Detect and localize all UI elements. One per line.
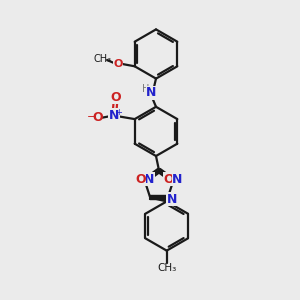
- Text: CH₃: CH₃: [157, 263, 176, 273]
- Text: N: N: [146, 86, 157, 100]
- Text: O: O: [135, 173, 146, 186]
- Text: −: −: [87, 112, 97, 122]
- Text: O: O: [93, 111, 104, 124]
- Text: N: N: [172, 173, 183, 186]
- Text: O: O: [110, 91, 121, 104]
- Text: +: +: [115, 108, 122, 117]
- Text: N: N: [167, 193, 177, 206]
- Text: O: O: [113, 59, 123, 69]
- Text: N: N: [109, 109, 119, 122]
- Text: H: H: [142, 84, 150, 94]
- Text: O: O: [164, 173, 174, 186]
- Text: CH₃: CH₃: [94, 53, 112, 64]
- Text: N: N: [144, 173, 154, 186]
